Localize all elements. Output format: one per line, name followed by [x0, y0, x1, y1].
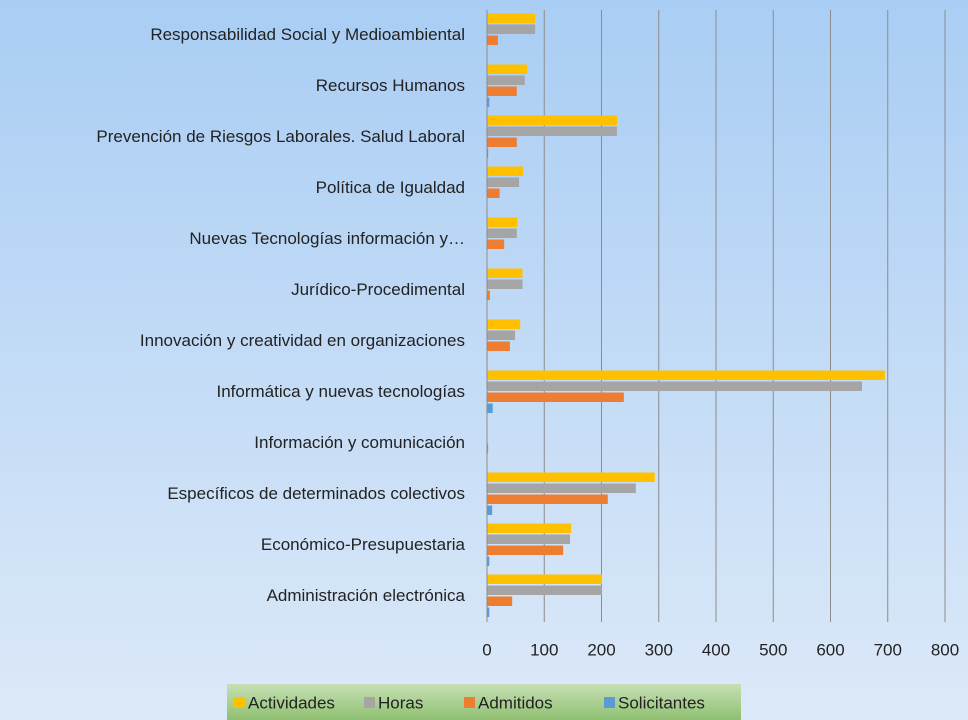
x-tick-label: 200	[587, 640, 615, 659]
bar	[487, 472, 655, 482]
y-tick-label: Recursos Humanos	[316, 76, 465, 95]
y-tick-label: Responsabilidad Social y Medioambiental	[150, 25, 465, 44]
x-tick-label: 700	[874, 640, 902, 659]
bar	[487, 534, 571, 544]
bar	[487, 86, 517, 96]
bar	[487, 574, 603, 584]
bar	[487, 381, 862, 391]
bar	[487, 177, 520, 187]
bar	[487, 35, 498, 45]
bar	[487, 97, 490, 107]
bar	[487, 607, 490, 617]
bar	[487, 483, 636, 493]
bar	[487, 115, 617, 125]
legend-swatch	[364, 697, 375, 708]
bar	[487, 148, 489, 158]
y-tick-label: Informática y nuevas tecnologías	[216, 382, 465, 401]
bar	[487, 290, 490, 300]
x-tick-label: 600	[816, 640, 844, 659]
bar	[487, 556, 490, 566]
x-tick-label: 0	[482, 640, 491, 659]
bar	[487, 494, 608, 504]
y-tick-label: Información y comunicación	[254, 433, 465, 452]
y-tick-label: Administración electrónica	[267, 586, 466, 605]
bar	[487, 268, 523, 278]
bar	[487, 585, 603, 595]
y-tick-label: Jurídico-Procedimental	[291, 280, 465, 299]
x-tick-label: 400	[702, 640, 730, 659]
bar	[487, 392, 624, 402]
bar	[487, 228, 517, 238]
bar	[487, 188, 500, 198]
legend-box	[227, 684, 741, 720]
legend-swatch	[464, 697, 475, 708]
bar	[487, 443, 489, 453]
bar	[487, 75, 525, 85]
bar	[487, 166, 524, 176]
legend-label: Horas	[378, 693, 423, 712]
bar	[487, 137, 517, 147]
bar	[487, 330, 516, 340]
x-tick-label: 300	[645, 640, 673, 659]
legend-swatch	[234, 697, 245, 708]
x-tick-label: 500	[759, 640, 787, 659]
bar	[487, 523, 572, 533]
y-tick-label: Prevención de Riesgos Laborales. Salud L…	[96, 127, 465, 146]
bar	[487, 505, 493, 515]
y-tick-label: Nuevas Tecnologías información y…	[189, 229, 465, 248]
bar	[487, 64, 528, 74]
bar	[487, 370, 885, 380]
bar	[487, 126, 617, 136]
bar	[487, 319, 521, 329]
bar	[487, 13, 536, 23]
legend-label: Admitidos	[478, 693, 553, 712]
bar	[487, 279, 523, 289]
bar	[487, 239, 505, 249]
x-tick-label: 800	[931, 640, 959, 659]
bar	[487, 596, 513, 606]
y-tick-label: Política de Igualdad	[316, 178, 465, 197]
bar	[487, 341, 510, 351]
x-tick-label: 100	[530, 640, 558, 659]
bar	[487, 403, 493, 413]
legend-label: Solicitantes	[618, 693, 705, 712]
legend-swatch	[604, 697, 615, 708]
y-tick-label: Específicos de determinados colectivos	[167, 484, 465, 503]
bar	[487, 217, 518, 227]
bar	[487, 24, 536, 34]
legend-label: Actividades	[248, 693, 335, 712]
bar	[487, 545, 564, 555]
y-tick-label: Innovación y creatividad en organizacion…	[140, 331, 465, 350]
y-tick-label: Económico-Presupuestaria	[261, 535, 466, 554]
